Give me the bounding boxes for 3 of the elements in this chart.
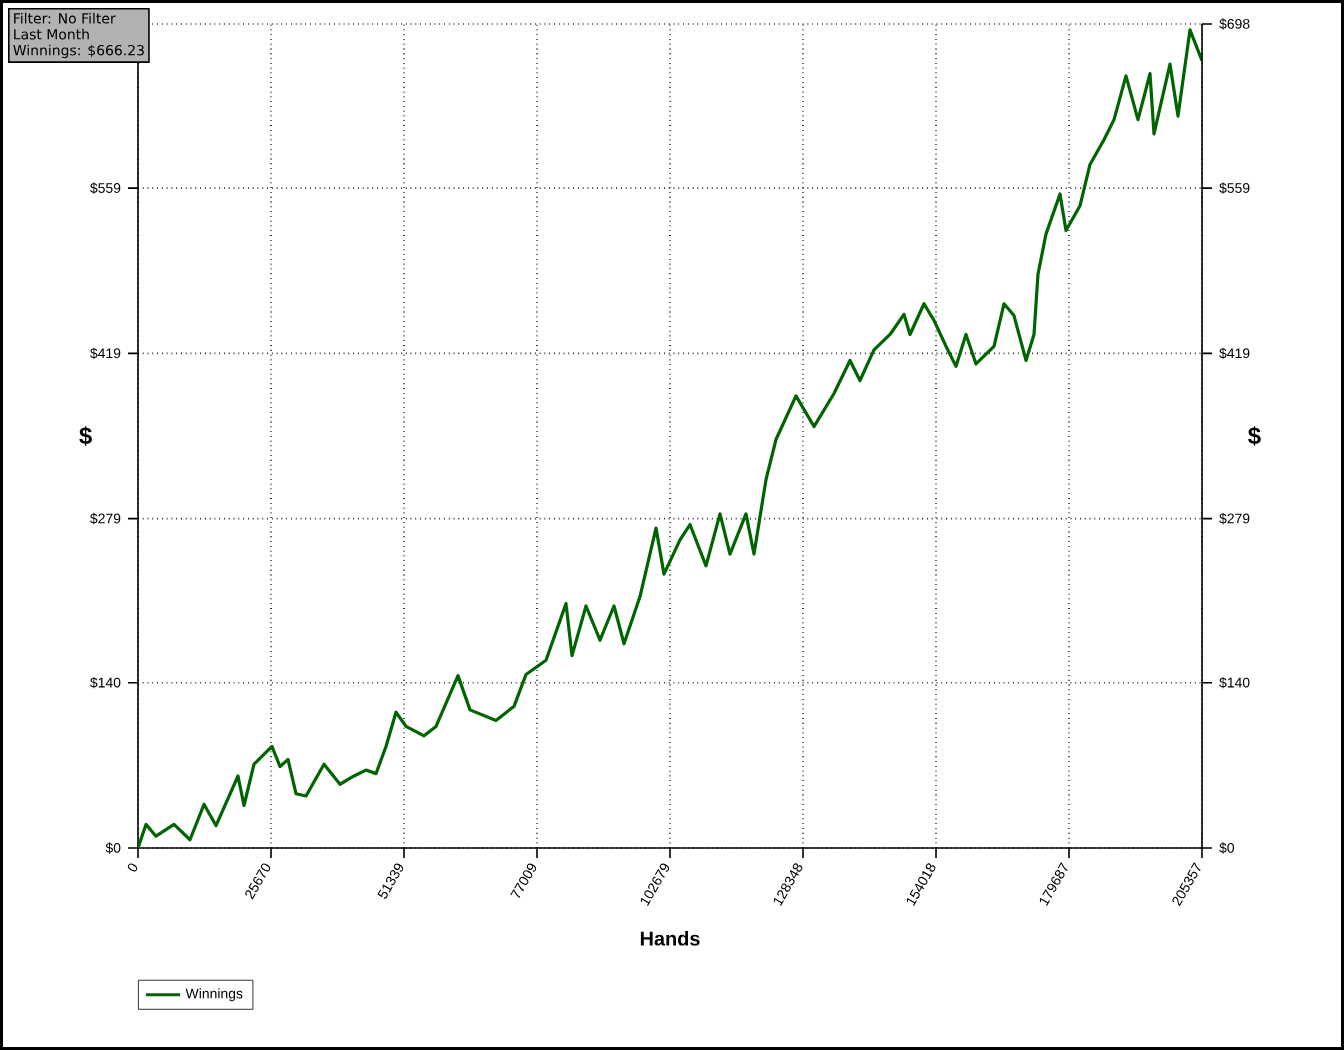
y2-axis-title: $ [1248,426,1261,446]
y-axis-title: $ [79,426,92,446]
x-axis-title: Hands [640,930,700,946]
